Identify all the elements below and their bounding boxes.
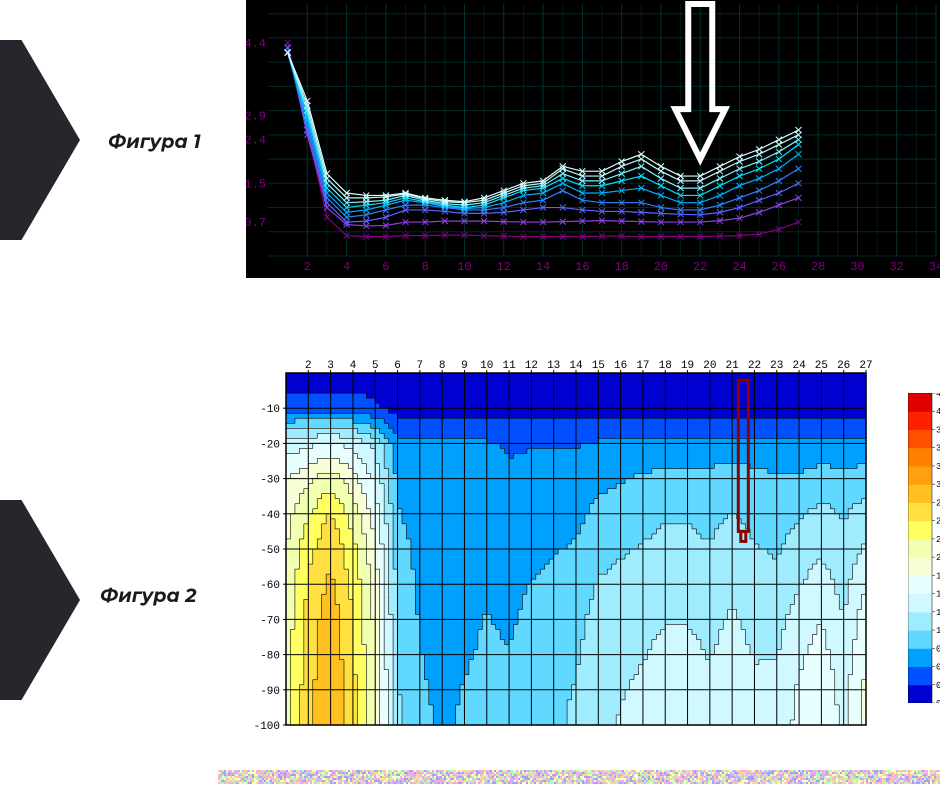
figure-2-label: Фигура 2	[100, 584, 196, 607]
svg-text:4: 4	[343, 260, 350, 274]
figure-2-chart: 2345678910111213141516171819202122232425…	[246, 355, 886, 735]
svg-text:22: 22	[693, 260, 707, 274]
svg-text:12: 12	[497, 260, 511, 274]
footer-strip	[218, 770, 940, 784]
figure-1-label: Фигура 1	[108, 130, 201, 153]
svg-text:2: 2	[304, 260, 311, 274]
svg-text:2.4: 2.4	[246, 134, 266, 148]
figure-2-legend: 0.000.260.520.771.031.291.551.812.062.32…	[908, 393, 940, 703]
svg-text:4.4: 4.4	[246, 37, 266, 51]
svg-text:8: 8	[422, 260, 429, 274]
svg-text:0.7: 0.7	[246, 216, 266, 230]
decor-arrow-2	[0, 500, 80, 700]
svg-text:26: 26	[772, 260, 786, 274]
svg-text:32: 32	[890, 260, 904, 274]
svg-text:28: 28	[811, 260, 825, 274]
svg-text:18: 18	[614, 260, 628, 274]
svg-text:2.9: 2.9	[246, 109, 266, 123]
svg-text:14: 14	[536, 260, 550, 274]
svg-text:20: 20	[654, 260, 668, 274]
svg-text:30: 30	[850, 260, 864, 274]
decor-arrow-1	[0, 40, 80, 240]
svg-text:10: 10	[457, 260, 471, 274]
svg-text:16: 16	[575, 260, 589, 274]
svg-text:24: 24	[732, 260, 746, 274]
svg-text:34: 34	[929, 260, 940, 274]
figure-1-chart: 0.71.52.42.94.42468101214161820222426283…	[246, 0, 940, 278]
svg-text:6: 6	[382, 260, 389, 274]
svg-text:1.5: 1.5	[246, 177, 266, 191]
